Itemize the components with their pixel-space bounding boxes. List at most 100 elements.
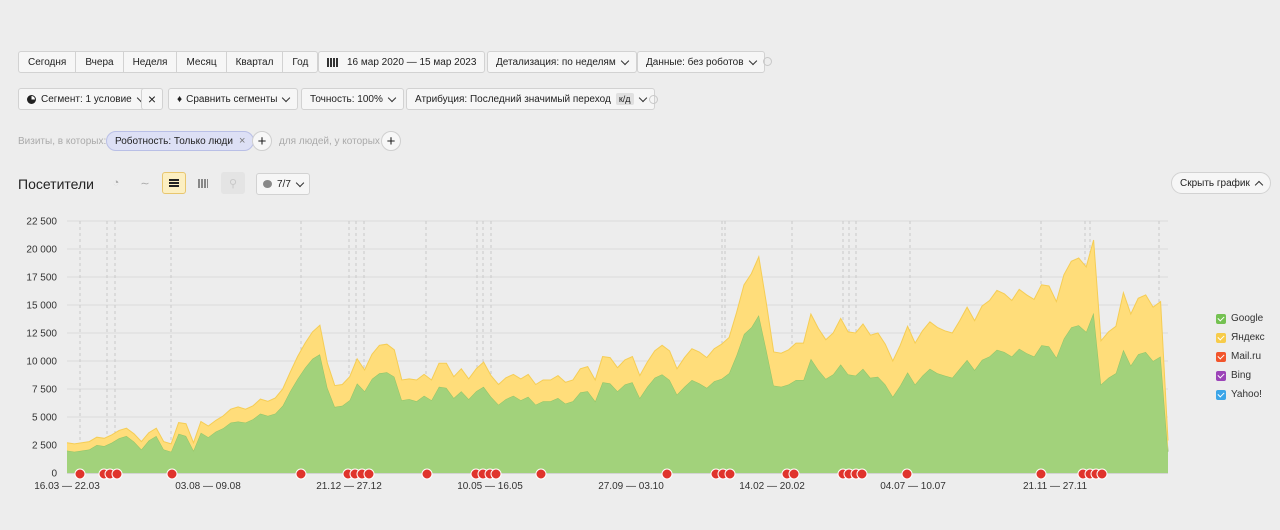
legend-item-google[interactable]: Google bbox=[1216, 313, 1263, 324]
help-icon[interactable] bbox=[649, 95, 658, 104]
legend-checkbox[interactable] bbox=[1216, 370, 1226, 381]
legend-label: Google bbox=[1231, 313, 1264, 324]
detail-label: Детализация: по неделям bbox=[496, 56, 616, 68]
note-marker-icon bbox=[661, 468, 673, 480]
x-tick-label: 04.07 — 10.07 bbox=[880, 481, 946, 492]
note-marker-icon bbox=[477, 468, 489, 480]
accuracy-dropdown[interactable]: Точность: 100% bbox=[301, 88, 404, 110]
hide-chart-button[interactable]: Скрыть график bbox=[1171, 172, 1271, 194]
annotations-dropdown[interactable]: 7/7 bbox=[256, 173, 310, 195]
period-month-button[interactable]: Месяц bbox=[177, 52, 227, 72]
data-filter-label: Данные: без роботов bbox=[646, 56, 744, 68]
chevron-down-icon bbox=[620, 56, 629, 65]
plus-icon: + bbox=[257, 132, 267, 150]
series-line bbox=[66, 239, 1169, 445]
legend-label: Yahoo! bbox=[1231, 389, 1262, 400]
period-selector: Сегодня Вчера Неделя Месяц Квартал Год bbox=[18, 51, 319, 73]
accuracy-label: Точность: 100% bbox=[310, 93, 383, 105]
period-year-button[interactable]: Год bbox=[292, 56, 309, 68]
chevron-down-icon bbox=[295, 178, 305, 187]
note-marker-icon bbox=[342, 468, 354, 480]
note-marker-icon bbox=[843, 468, 855, 480]
pie-icon bbox=[27, 94, 36, 104]
x-tick-label: 10.05 — 16.05 bbox=[457, 481, 523, 492]
annotations-count: 7/7 bbox=[277, 178, 291, 190]
segment-label: Сегмент: 1 условие bbox=[41, 93, 132, 105]
note-marker-icon bbox=[470, 468, 482, 480]
note-marker-icon bbox=[1084, 468, 1096, 480]
column-chart-view-icon[interactable] bbox=[191, 172, 215, 194]
compare-label: Сравнить сегменты bbox=[186, 93, 278, 105]
close-icon[interactable]: × bbox=[238, 135, 246, 147]
note-marker-icon bbox=[484, 468, 496, 480]
series-area-google bbox=[67, 312, 1168, 473]
series-line bbox=[66, 312, 1169, 453]
attribution-label: Атрибуция: Последний значимый переход bbox=[415, 93, 611, 105]
y-tick-label: 22 500 bbox=[26, 217, 57, 228]
y-tick-label: 12 500 bbox=[26, 329, 57, 340]
series-area-yandex bbox=[67, 240, 1168, 452]
legend-item-yandex[interactable]: Яндекс bbox=[1216, 332, 1265, 343]
legend-checkbox[interactable] bbox=[1216, 351, 1226, 362]
y-tick-label: 15 000 bbox=[26, 301, 57, 312]
note-marker-icon bbox=[788, 468, 800, 480]
segment-dropdown[interactable]: Сегмент: 1 условие bbox=[18, 88, 151, 110]
add-visit-filter-button[interactable]: + bbox=[252, 131, 272, 151]
robot-filter-chip[interactable]: Роботность: Только люди × bbox=[106, 131, 255, 151]
x-tick-label: 21.12 — 27.12 bbox=[316, 481, 382, 492]
y-tick-label: 10 000 bbox=[26, 357, 57, 368]
legend-label: Bing bbox=[1231, 370, 1252, 381]
x-tick-label: 21.11 — 27.11 bbox=[1023, 481, 1088, 492]
note-marker-icon bbox=[98, 468, 110, 480]
note-marker-icon bbox=[710, 468, 722, 480]
note-marker-icon bbox=[1090, 468, 1102, 480]
x-tick-label: 03.08 — 09.08 bbox=[175, 481, 241, 492]
chevron-up-icon bbox=[1254, 180, 1264, 189]
chevron-down-icon bbox=[387, 93, 397, 102]
legend-checkbox[interactable] bbox=[1216, 332, 1226, 343]
robot-filter-label: Роботность: Только люди bbox=[115, 135, 233, 147]
pie-chart-view-icon[interactable]: ◔ bbox=[112, 177, 120, 189]
visits-filter-label: Визиты, в которых: bbox=[18, 136, 107, 147]
line-chart-view-icon[interactable]: ∼ bbox=[140, 177, 150, 190]
legend-item-bing[interactable]: Bing bbox=[1216, 370, 1251, 381]
note-marker-icon bbox=[535, 468, 547, 480]
chevron-down-icon bbox=[748, 56, 757, 65]
note-marker-icon bbox=[74, 468, 86, 480]
plus-icon: + bbox=[386, 132, 396, 150]
segment-clear-button[interactable]: × bbox=[141, 88, 163, 110]
date-range-button[interactable]: 16 мар 2020 — 15 мар 2023 bbox=[318, 51, 486, 73]
add-people-filter-button[interactable]: + bbox=[381, 131, 401, 151]
note-marker-icon bbox=[856, 468, 868, 480]
note-marker-icon bbox=[104, 468, 116, 480]
note-marker-icon bbox=[349, 468, 361, 480]
attribution-badge: к/д bbox=[615, 93, 634, 105]
legend-item-yahoo[interactable]: Yahoo! bbox=[1216, 389, 1262, 400]
legend-checkbox[interactable] bbox=[1216, 313, 1226, 324]
help-icon[interactable] bbox=[763, 57, 772, 66]
chart-title: Посетители bbox=[18, 176, 94, 192]
legend-item-mailru[interactable]: Mail.ru bbox=[1216, 351, 1261, 362]
y-tick-label: 20 000 bbox=[26, 245, 57, 256]
data-filter-dropdown[interactable]: Данные: без роботов bbox=[637, 51, 765, 73]
period-yesterday-button[interactable]: Вчера bbox=[76, 52, 124, 72]
period-quarter-button[interactable]: Квартал bbox=[227, 52, 284, 72]
area-chart-view-icon[interactable] bbox=[162, 172, 186, 194]
people-filter-label: для людей, у которых bbox=[279, 136, 380, 147]
compare-segments-dropdown[interactable]: ♦ Сравнить сегменты bbox=[168, 88, 299, 110]
legend-checkbox[interactable] bbox=[1216, 389, 1226, 400]
calendar-icon bbox=[327, 57, 339, 67]
comment-icon bbox=[263, 180, 272, 188]
note-marker-icon bbox=[901, 468, 913, 480]
period-week-button[interactable]: Неделя bbox=[124, 52, 178, 72]
note-marker-icon bbox=[490, 468, 502, 480]
note-marker-icon bbox=[837, 468, 849, 480]
y-tick-label: 7 500 bbox=[32, 385, 57, 396]
period-today-button[interactable]: Сегодня bbox=[19, 52, 77, 72]
note-marker-icon bbox=[1077, 468, 1089, 480]
attribution-dropdown[interactable]: Атрибуция: Последний значимый переход к/… bbox=[406, 88, 655, 110]
note-marker-icon bbox=[356, 468, 368, 480]
legend-label: Mail.ru bbox=[1231, 351, 1262, 362]
detail-dropdown[interactable]: Детализация: по неделям bbox=[487, 51, 637, 73]
